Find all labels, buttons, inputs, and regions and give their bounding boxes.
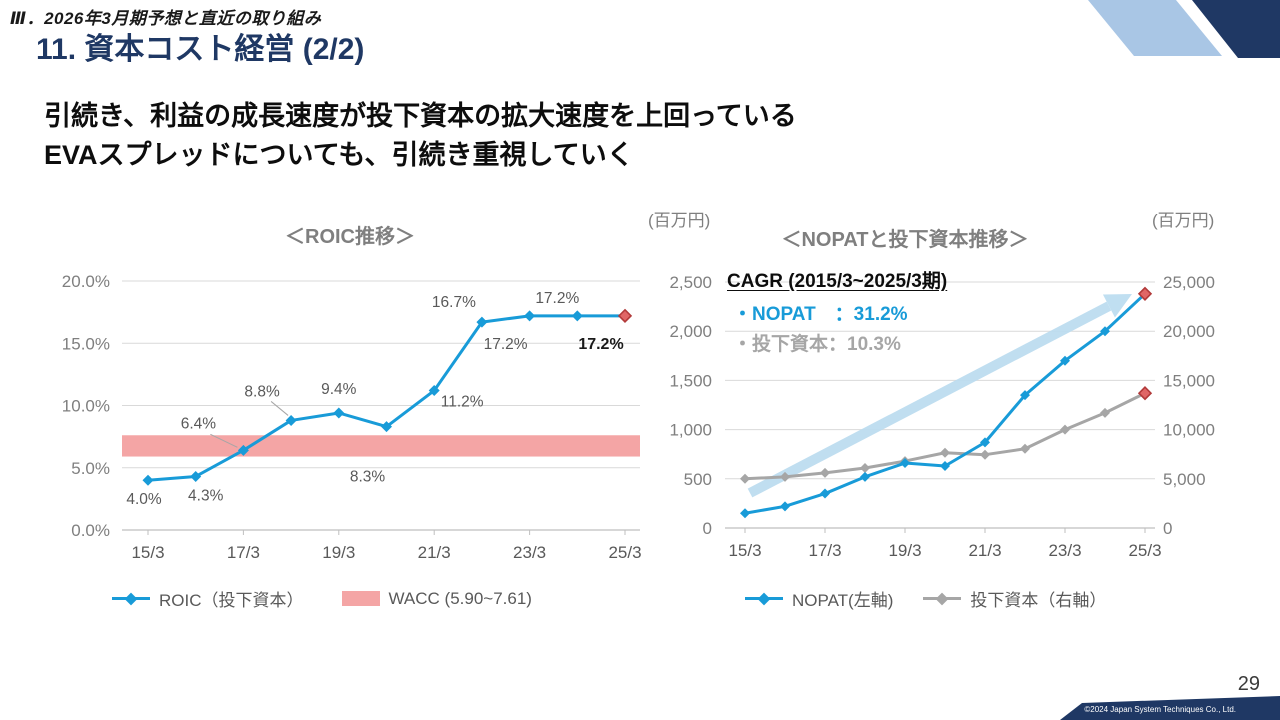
section-eyebrow: Ⅲ．2026年3月期予想と直近の取り組み <box>10 9 322 28</box>
key-message-line1: 引続き、利益の成長速度が投下資本の拡大速度を上回っている <box>44 101 797 131</box>
legend-item-wacc: WACC (5.90~7.61) <box>341 588 532 609</box>
legend-item-invested-capital: 投下資本（右軸） <box>923 586 1106 611</box>
svg-text:2,500: 2,500 <box>669 273 712 292</box>
svg-text:17/3: 17/3 <box>227 543 260 562</box>
svg-text:11.2%: 11.2% <box>441 394 484 411</box>
svg-text:15/3: 15/3 <box>131 543 164 562</box>
svg-text:21/3: 21/3 <box>418 543 451 562</box>
legend-label-invested-capital: 投下資本（右軸） <box>970 591 1107 610</box>
nopat-invested-capital-line-chart: 0 0 500 5,000 1,000 10,000 1,500 15,000 2,000 20,… <box>669 273 1215 560</box>
legend-label-roic: ROIC（投下資本） <box>159 591 304 610</box>
lightblue-parallelogram-shape <box>1088 0 1222 56</box>
svg-text:0: 0 <box>703 519 712 538</box>
nopat-series-marker-icon <box>745 597 783 600</box>
svg-text:25/3: 25/3 <box>1128 541 1161 560</box>
key-message-line2: EVAスプレッドについても、引続き重視していく <box>44 140 634 170</box>
left-axis-unit-label: (百万円) <box>648 211 711 230</box>
navy-parallelogram-shape <box>1192 0 1280 58</box>
roic-series-marker-icon <box>112 597 150 600</box>
roic-chart-legend: ROIC（投下資本） WACC (5.90~7.61) <box>112 586 532 611</box>
legend-item-roic: ROIC（投下資本） <box>112 586 304 611</box>
svg-text:1,500: 1,500 <box>669 371 712 390</box>
roic-line-chart: 0.0% 5.0% 10.0% 15.0% 20.0% 15/3 17/3 19/3 21/3 2… <box>62 272 642 562</box>
wacc-band-swatch-icon <box>341 591 380 606</box>
svg-text:15.0%: 15.0% <box>62 334 110 353</box>
svg-text:1,000: 1,000 <box>669 421 712 440</box>
svg-text:0: 0 <box>1163 519 1172 538</box>
svg-text:4.0%: 4.0% <box>126 491 162 508</box>
invested-capital-series-marker-icon <box>923 597 962 600</box>
svg-text:23/3: 23/3 <box>1048 541 1081 560</box>
svg-text:15/3: 15/3 <box>728 541 761 560</box>
svg-text:9.4%: 9.4% <box>321 381 357 398</box>
copyright-text: ©2024 Japan System Techniques Co., Ltd. <box>1084 705 1236 714</box>
svg-text:20,000: 20,000 <box>1163 322 1215 341</box>
legend-label-nopat: NOPAT(左軸) <box>792 591 894 610</box>
cagr-invested-capital-value: ・投下資本：10.3% <box>733 334 901 355</box>
svg-text:17/3: 17/3 <box>808 541 841 560</box>
key-message: 引続き、利益の成長速度が投下資本の拡大速度を上回っている EVAスプレッドについ… <box>44 97 797 175</box>
nopat-chart-title: ＜NOPATと投下資本推移＞ <box>781 229 1029 251</box>
page-number: 29 <box>1237 673 1260 695</box>
svg-text:15,000: 15,000 <box>1163 371 1215 390</box>
cagr-nopat-value: ・NOPAT ：31.2% <box>733 304 908 325</box>
svg-text:10,000: 10,000 <box>1163 421 1215 440</box>
svg-text:10.0%: 10.0% <box>62 397 110 416</box>
svg-text:17.2%: 17.2% <box>484 336 528 353</box>
right-axis-unit-label: (百万円) <box>1152 211 1215 230</box>
svg-text:25/3: 25/3 <box>608 543 641 562</box>
legend-label-wacc: WACC (5.90~7.61) <box>388 588 532 608</box>
svg-text:500: 500 <box>684 470 712 489</box>
cagr-annotation: CAGR (2015/3~2025/3期) ・NOPAT ：31.2% ・投下資… <box>727 266 947 360</box>
svg-text:17.2%: 17.2% <box>578 336 623 353</box>
roic-chart-title: ＜ROIC推移＞ <box>285 226 415 248</box>
svg-text:4.3%: 4.3% <box>188 487 224 504</box>
cagr-annotation-title: CAGR (2015/3~2025/3期) <box>727 271 948 292</box>
svg-text:21/3: 21/3 <box>968 541 1001 560</box>
svg-text:19/3: 19/3 <box>888 541 921 560</box>
svg-text:6.4%: 6.4% <box>181 415 217 432</box>
svg-text:5.0%: 5.0% <box>71 459 110 478</box>
corner-decoration-top-right <box>1088 0 1280 58</box>
svg-text:0.0%: 0.0% <box>71 521 110 540</box>
svg-text:8.3%: 8.3% <box>350 469 386 486</box>
nopat-chart-legend: NOPAT(左軸) 投下資本（右軸） <box>745 586 1106 611</box>
svg-text:19/3: 19/3 <box>322 543 355 562</box>
svg-text:16.7%: 16.7% <box>432 294 476 311</box>
legend-item-nopat: NOPAT(左軸) <box>745 586 893 611</box>
svg-text:20.0%: 20.0% <box>62 272 110 291</box>
svg-text:2,000: 2,000 <box>669 322 712 341</box>
svg-text:25,000: 25,000 <box>1163 273 1215 292</box>
svg-text:8.8%: 8.8% <box>244 383 280 400</box>
svg-text:5,000: 5,000 <box>1163 470 1206 489</box>
svg-text:23/3: 23/3 <box>513 543 546 562</box>
page-title: 11. 資本コスト経営 (2/2) <box>36 33 365 66</box>
svg-text:17.2%: 17.2% <box>535 290 579 307</box>
